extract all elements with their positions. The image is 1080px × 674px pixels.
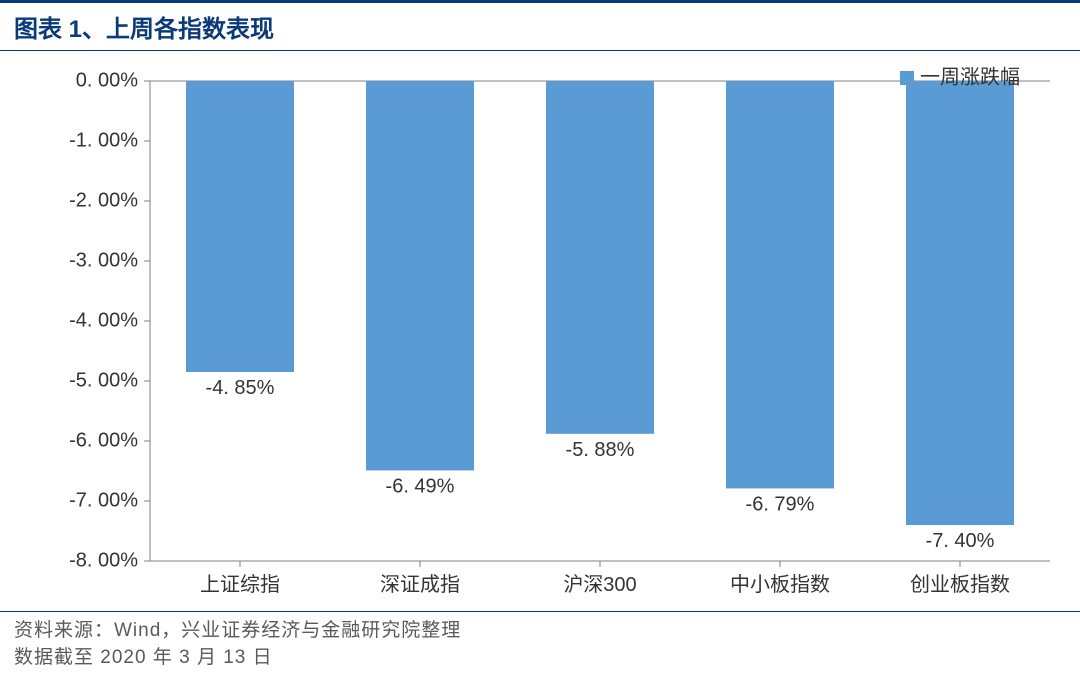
bar — [546, 81, 654, 434]
bar — [366, 81, 474, 470]
figure-container: 图表 1、上周各指数表现 0. 00% -1. 00% -2. 00% -3. 00%… — [0, 0, 1080, 674]
bar-value-label: -6. 49% — [386, 475, 455, 497]
y-tick-label: 0. 00% — [76, 69, 138, 91]
y-tick-label: -6. 00% — [69, 429, 138, 451]
chart-title: 图表 1、上周各指数表现 — [14, 16, 274, 43]
title-bar: 图表 1、上周各指数表现 — [0, 0, 1080, 51]
bar-value-label: -5. 88% — [566, 439, 635, 461]
bar — [906, 81, 1014, 525]
x-category-label: 深证成指 — [380, 573, 460, 596]
legend-swatch — [900, 71, 914, 85]
bar — [726, 81, 834, 488]
x-category-label: 中小板指数 — [730, 573, 830, 596]
source-line: 资料来源：Wind，兴业证券经济与金融研究院整理 — [14, 618, 1066, 645]
y-tick-label: -5. 00% — [69, 369, 138, 391]
y-tick-label: -1. 00% — [69, 129, 138, 151]
bar-value-label: -4. 85% — [206, 377, 275, 399]
legend-label: 一周涨跌幅 — [920, 65, 1020, 88]
bar — [186, 81, 294, 372]
y-tick-label: -7. 00% — [69, 489, 138, 511]
bar-value-label: -7. 40% — [926, 530, 995, 552]
y-tick-label: -8. 00% — [69, 549, 138, 571]
x-category-label: 创业板指数 — [910, 573, 1010, 596]
chart-area: 0. 00% -1. 00% -2. 00% -3. 00% -4. 00% -5. 00… — [0, 51, 1080, 611]
y-tick-label: -2. 00% — [69, 189, 138, 211]
y-tick-label: -4. 00% — [69, 309, 138, 331]
bar-chart-svg: 0. 00% -1. 00% -2. 00% -3. 00% -4. 00% -5. 00… — [0, 51, 1080, 611]
bar-value-label: -6. 79% — [746, 493, 815, 515]
date-line: 数据截至 2020 年 3 月 13 日 — [14, 645, 1066, 672]
footer: 资料来源：Wind，兴业证券经济与金融研究院整理 数据截至 2020 年 3 月… — [0, 611, 1080, 671]
x-category-label: 沪深300 — [563, 573, 636, 596]
x-category-label: 上证综指 — [200, 573, 280, 596]
y-tick-label: -3. 00% — [69, 249, 138, 271]
